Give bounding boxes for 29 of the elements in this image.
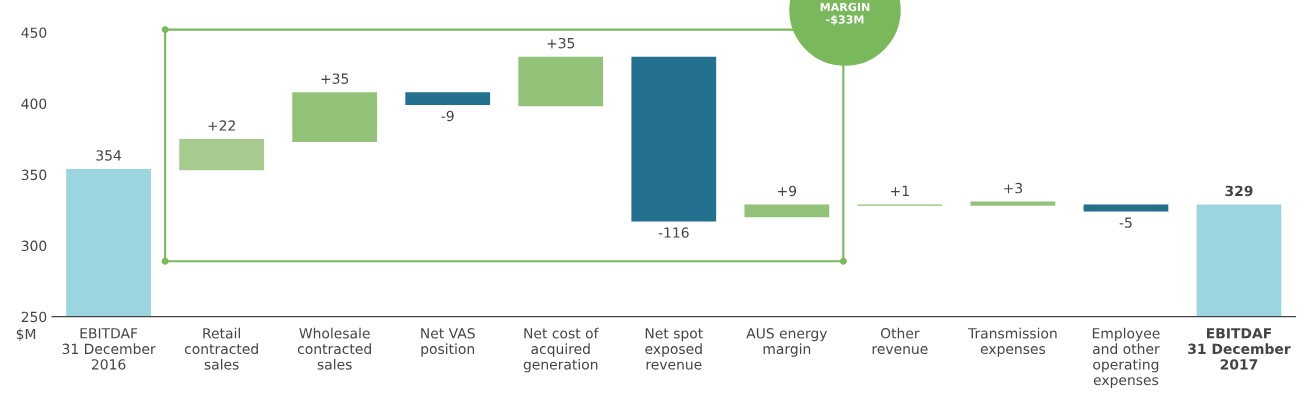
data-label: +1 [891, 185, 909, 196]
data-label: +22 [208, 120, 235, 131]
x-tick-label: AUS energy margin [746, 328, 828, 357]
data-label: -5 [1119, 217, 1132, 228]
data-label: 329 [1225, 185, 1253, 197]
y-tick-label: 300 [21, 240, 47, 252]
x-tick-label: Other revenue [872, 327, 928, 355]
x-tick-label: Net cost of acquired generation [523, 327, 599, 373]
y-tick-label: 350 [21, 169, 47, 181]
x-tick-label: Employee and other operating expenses [1092, 327, 1160, 388]
x-tick-label: Transmission expenses [968, 327, 1057, 357]
y-tick-label: 250 [21, 311, 47, 323]
x-tick-label: EBITDAF 31 December 2016 [62, 328, 156, 370]
y-axis-title: $M [16, 328, 36, 342]
x-tick-label: EBITDAF 31 December 2017 [1188, 328, 1291, 370]
y-tick-label: 450 [21, 27, 47, 38]
y-tick-label: 400 [21, 98, 47, 109]
data-label: +9 [778, 185, 797, 197]
data-label: 354 [96, 150, 122, 161]
data-label: +3 [1004, 182, 1023, 194]
text: MARGIN -$33M [820, 2, 870, 26]
data-label: -9 [441, 110, 454, 122]
data-label: -116 [658, 227, 689, 238]
x-tick-label: Retail contracted sales [184, 327, 258, 370]
x-tick-label: Net spot exposed revenue [645, 328, 703, 370]
data-label: +35 [321, 73, 349, 84]
data-label: +35 [547, 37, 575, 49]
x-tick-label: Wholesale contracted sales [297, 327, 371, 370]
x-tick-label: Net VAS position [421, 328, 475, 357]
